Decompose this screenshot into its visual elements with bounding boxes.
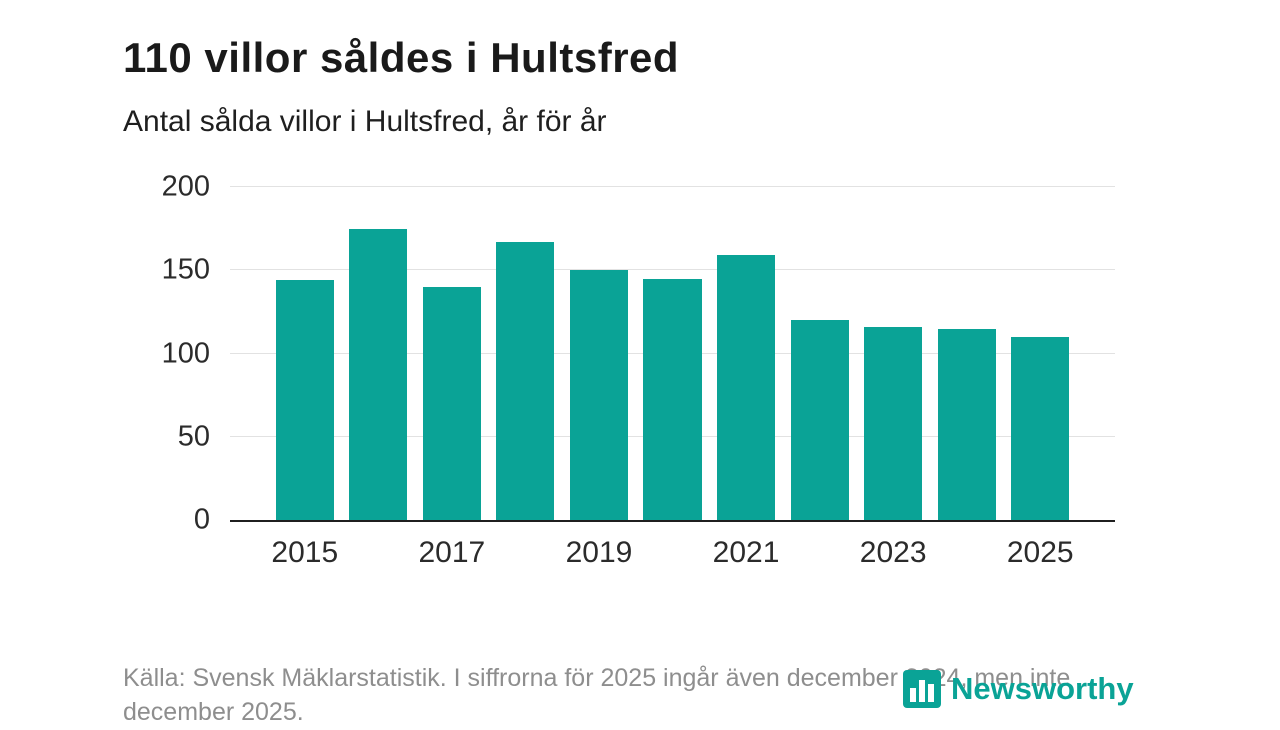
newsworthy-logo-text: Newsworthy xyxy=(951,671,1134,706)
bar-2022 xyxy=(790,320,849,520)
gridline-200 xyxy=(230,186,1115,187)
bar-2017 xyxy=(422,286,481,520)
bar-slot-2024 xyxy=(930,187,1004,520)
bar-2023 xyxy=(864,326,923,520)
chart-subtitle: Antal sålda villor i Hultsfred, år för å… xyxy=(123,105,607,138)
bar-slot-2018 xyxy=(489,187,563,520)
bar-slot-2019: 2019 xyxy=(562,187,636,569)
bar-2016 xyxy=(349,228,408,520)
bar-slot-2016 xyxy=(342,187,416,520)
bars-group: 2015 2017 2019 2021 2023 2025 xyxy=(230,187,1115,569)
bar-2025 xyxy=(1011,336,1070,520)
x-tick-label-2025: 2025 xyxy=(1006,536,1074,569)
x-tick-label-2017: 2017 xyxy=(418,536,486,569)
bar-2015 xyxy=(275,280,334,520)
plot-area: 0 50 100 150 200 2015 2017 2019 2021 2023 2025 xyxy=(162,172,1115,569)
y-tick-label-100: 100 xyxy=(161,337,210,369)
gridline-150 xyxy=(230,269,1115,271)
bar-slot-2022 xyxy=(783,187,857,520)
bar-slot-2025: 2025 xyxy=(1003,187,1077,569)
bar-2020 xyxy=(643,278,702,520)
y-tick-label-50: 50 xyxy=(177,420,210,453)
newsworthy-logo-icon xyxy=(903,670,941,708)
bar-slot-2017: 2017 xyxy=(415,187,489,569)
y-tick-label-200: 200 xyxy=(161,170,210,203)
y-tick-label-150: 150 xyxy=(161,253,210,286)
bar-slot-2023: 2023 xyxy=(856,187,930,569)
bar-2018 xyxy=(496,241,555,520)
x-tick-label-2023: 2023 xyxy=(859,536,927,569)
bar-2019 xyxy=(569,270,628,520)
bar-slot-2015: 2015 xyxy=(268,187,342,569)
bar-2021 xyxy=(717,255,776,520)
y-tick-label-0: 0 xyxy=(193,503,210,536)
newsworthy-logo: Newsworthy xyxy=(903,670,1134,708)
x-tick-label-2015: 2015 xyxy=(271,536,339,569)
bar-slot-2020 xyxy=(636,187,710,520)
x-tick-label-2019: 2019 xyxy=(565,536,633,569)
bar-2024 xyxy=(937,328,996,520)
bar-slot-2021: 2021 xyxy=(709,187,783,569)
x-tick-label-2021: 2021 xyxy=(712,536,780,569)
chart-title: 110 villor såldes i Hultsfred xyxy=(123,34,680,82)
